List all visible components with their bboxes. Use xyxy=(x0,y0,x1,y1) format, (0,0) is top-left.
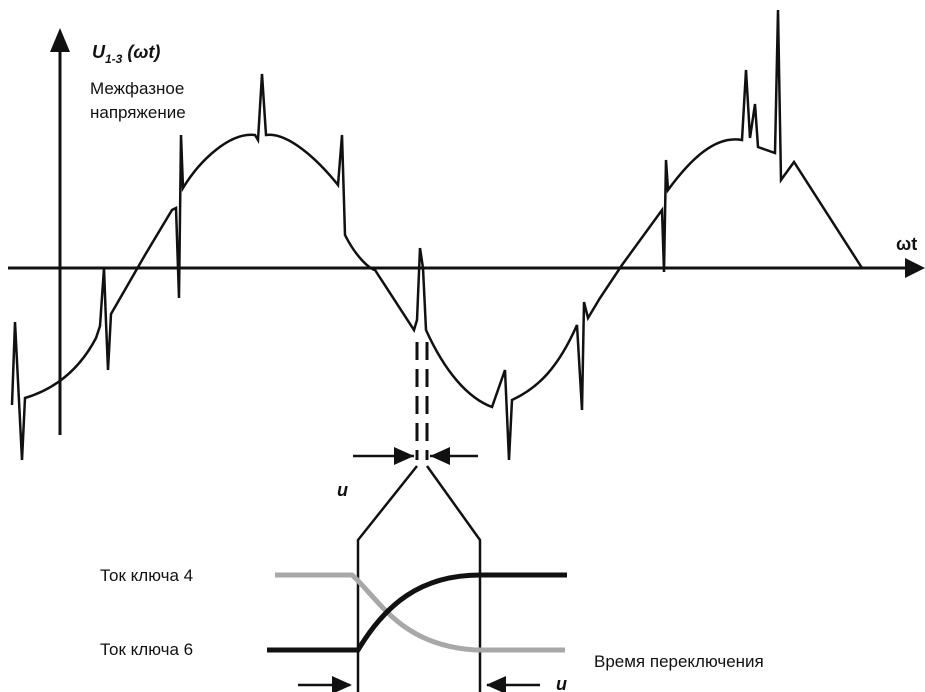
y-axis-label: U1-3 (ωt) xyxy=(92,42,160,66)
interval-arrowhead-left-bottom xyxy=(332,676,352,692)
interval-arrowhead-right-top xyxy=(430,447,450,465)
expansion-line-left xyxy=(356,465,418,692)
interval-label-bottom: u xyxy=(556,674,567,692)
interval-label-top: u xyxy=(337,480,348,500)
y-axis-arrowhead xyxy=(50,28,70,52)
switch4-current-label: Ток ключа 4 xyxy=(100,566,193,585)
expansion-line-right xyxy=(425,465,482,692)
x-axis-arrowhead xyxy=(905,258,925,278)
interval-arrowhead-left-top xyxy=(394,447,414,465)
switch6-current-label: Ток ключа 6 xyxy=(100,640,193,659)
y-axis-argument: (ωt) xyxy=(122,42,160,62)
switch6-current-curve xyxy=(267,572,567,653)
switching-time-label: Время переключения xyxy=(594,652,764,671)
y-axis-caption-line2: напряжение xyxy=(90,103,186,122)
y-axis-symbol: U xyxy=(92,42,106,62)
line-voltage-waveform xyxy=(10,9,864,461)
switch4-current-curve xyxy=(275,572,565,653)
x-axis-label: ωt xyxy=(896,234,917,254)
y-axis-caption-line1: Межфазное xyxy=(90,79,184,98)
y-axis-subscript: 1-3 xyxy=(105,52,123,66)
interval-arrowhead-right-bottom xyxy=(486,676,506,692)
